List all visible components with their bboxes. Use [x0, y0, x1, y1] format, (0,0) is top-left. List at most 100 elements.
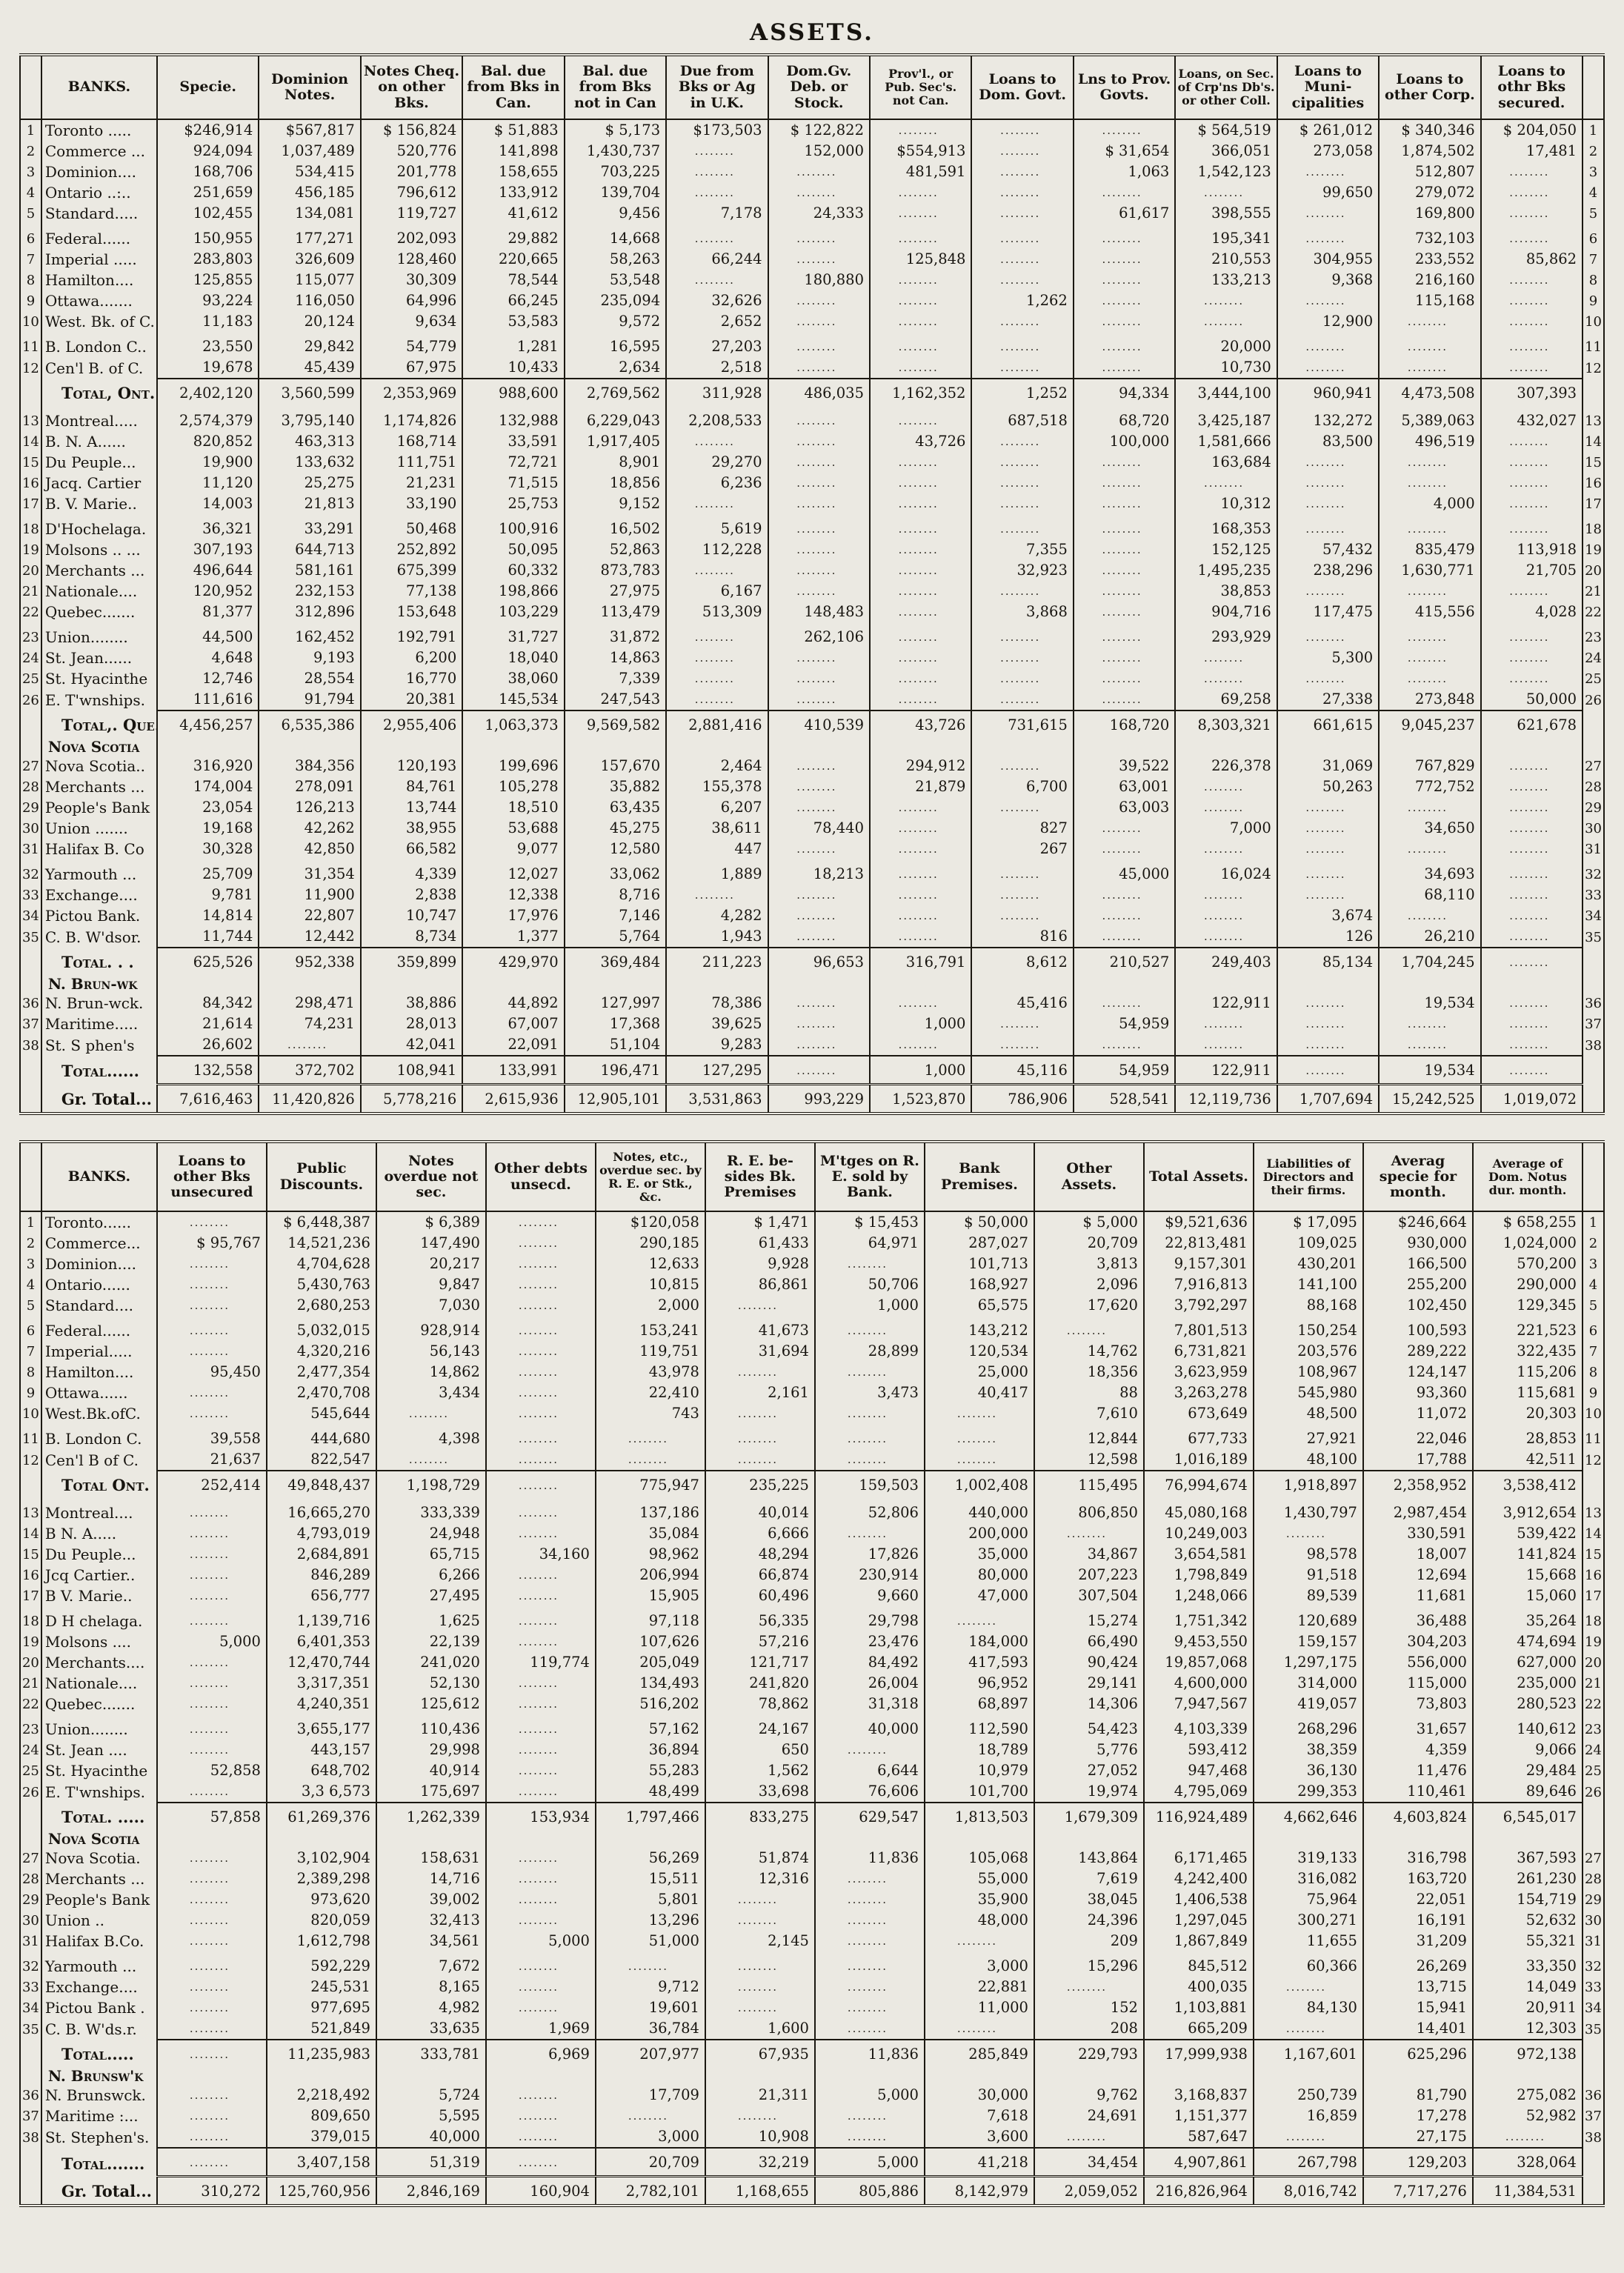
data-cell: 54,423 [1033, 1714, 1144, 1740]
data-cell: ........ [971, 310, 1074, 332]
data-cell: 28,853 [1471, 1424, 1583, 1450]
data-cell: ........ [868, 647, 972, 668]
data-cell: ........ [156, 2018, 267, 2040]
row-number [20, 2148, 41, 2177]
data-cell: 116,050 [258, 290, 361, 311]
data-cell: 31,727 [462, 622, 565, 648]
data-cell: 150,955 [156, 223, 259, 249]
data-cell: 796,612 [359, 182, 463, 203]
data-cell: 12,905,101 [563, 1082, 667, 1114]
data-cell: 1,174,826 [359, 405, 463, 431]
data-cell: 110,461 [1362, 1781, 1473, 1803]
data-cell: 64,996 [359, 290, 463, 311]
data-cell: ........ [156, 1652, 267, 1674]
data-cell: ........ [868, 269, 972, 290]
data-cell: 30,328 [156, 838, 259, 859]
bank-name: Cen'l B of C. [40, 1449, 157, 1471]
data-cell: ........ [971, 884, 1074, 905]
data-cell: 7,339 [563, 668, 667, 689]
data-cell: ........ [1276, 580, 1380, 602]
data-cell: 14,863 [563, 647, 667, 668]
data-cell: 2,208,533 [665, 405, 768, 431]
row-number [1582, 947, 1604, 975]
data-cell: 3,000 [923, 1951, 1034, 1977]
data-cell: 2,218,492 [265, 2085, 376, 2106]
bank-name: People's Bank [40, 1889, 157, 1911]
bank-row: 22 Quebec............... 4,240,351 125,612.… [20, 1694, 1604, 1715]
data-cell: 1,943 [665, 925, 768, 948]
data-cell: 50,095 [462, 539, 565, 560]
data-cell: 78,544 [462, 269, 565, 290]
bank-name: Imperial..... [40, 1341, 157, 1362]
data-cell: 1,063,373 [462, 709, 565, 738]
data-cell: 273,058 [1276, 140, 1380, 162]
data-cell: ........ [813, 1740, 925, 1761]
data-cell: 32,413 [375, 1910, 486, 1931]
data-cell: ........ [156, 1931, 267, 1952]
data-cell: 51,874 [704, 1848, 815, 1869]
data-cell: 76,994,674 [1142, 1470, 1254, 1499]
data-cell: ........ [868, 513, 972, 539]
data-cell: 9,453,550 [1142, 1631, 1254, 1653]
bank-name: Merchants ... [40, 1868, 157, 1890]
data-cell: 192,791 [359, 622, 463, 648]
data-cell: 26,210 [1378, 925, 1481, 948]
row-number: 29 [1581, 1889, 1604, 1911]
data-cell: 49,848,437 [265, 1470, 376, 1499]
data-cell: 35,000 [923, 1544, 1034, 1565]
data-cell: 20,303 [1471, 1403, 1583, 1425]
data-cell: ........ [1072, 647, 1176, 668]
header-row: BANKS. Loans to other Bks unsecured Public… [20, 1141, 1604, 1213]
data-cell: ........ [1252, 2018, 1363, 2040]
section-label-row: N. Brun-wk [20, 974, 1604, 993]
data-cell: 581,161 [258, 559, 361, 581]
row-number [1581, 1471, 1604, 1499]
data-cell: ........ [1378, 622, 1481, 648]
data-cell: 39,522 [1072, 755, 1176, 776]
data-cell: ........ [1480, 859, 1583, 885]
data-cell: ........ [485, 1951, 596, 1977]
bank-name: Commerce ... [40, 140, 157, 162]
data-cell: 43,978 [594, 1362, 705, 1383]
bank-row: 23 Union........ 44,500 162,452 192,791 31,72… [20, 622, 1604, 648]
data-cell: 127,997 [563, 992, 667, 1014]
bank-row: 5 Standard............ 2,680,253 7,030.....… [20, 1295, 1604, 1317]
column-header: Prov'l., or Pub. Sec's. not Can. [868, 55, 972, 120]
data-cell: 268,296 [1252, 1714, 1363, 1740]
data-cell: 9,572 [563, 310, 667, 332]
data-cell: 56,335 [704, 1606, 815, 1632]
row-number: 37 [21, 1016, 39, 1032]
data-cell: 1,002,408 [923, 1470, 1034, 1499]
data-cell: 513,309 [665, 601, 768, 622]
data-cell: ........ [156, 1341, 267, 1362]
data-cell: ........ [1480, 817, 1583, 839]
data-cell: 7,618 [923, 2106, 1034, 2127]
bank-name: Nova Scotia. [40, 1848, 157, 1869]
data-cell: ........ [1276, 859, 1380, 885]
data-cell: ........ [868, 331, 972, 357]
data-cell: 805,886 [813, 2175, 925, 2206]
data-cell [923, 1830, 1034, 1848]
row-number: 17 [1582, 493, 1604, 514]
data-cell: $ 5,173 [563, 119, 667, 141]
row-number: 9 [1581, 1382, 1604, 1404]
row-number: 6 [26, 1323, 36, 1339]
data-cell: 11,655 [1252, 1931, 1363, 1952]
row-number: 33 [21, 887, 39, 903]
data-cell: 732,103 [1378, 223, 1481, 249]
data-cell: 61,269,376 [265, 1802, 376, 1831]
bank-name: Toronto ..... [40, 119, 157, 141]
data-cell: ........ [704, 1889, 815, 1911]
data-cell: ........ [1480, 430, 1583, 452]
bank-name: Standard.... [40, 1295, 157, 1317]
data-cell: ........ [1174, 472, 1277, 493]
data-cell: 516,202 [594, 1694, 705, 1715]
data-cell: ........ [1252, 1523, 1363, 1545]
bank-name: B N. A..... [40, 1523, 157, 1545]
bank-row: 32 Yarmouth ... 25,709 31,354 4,339 12,027 33,… [20, 859, 1604, 885]
data-cell: ........ [971, 202, 1074, 224]
bank-row: 20 Merchants ... 496,644 581,161 675,399 60,3… [20, 559, 1604, 581]
data-cell: 261,230 [1471, 1868, 1583, 1890]
row-number: 36 [1581, 2085, 1604, 2106]
data-cell: 11,900 [258, 884, 361, 905]
